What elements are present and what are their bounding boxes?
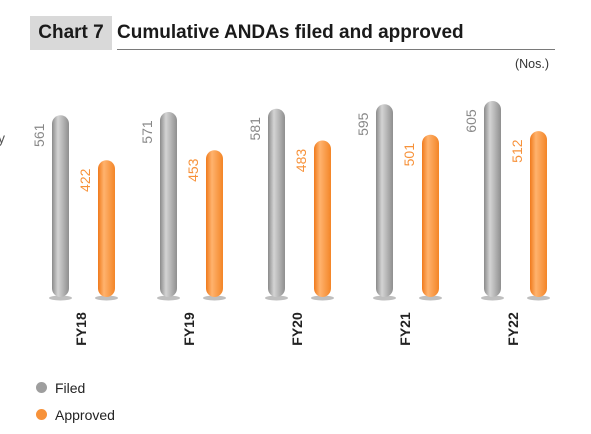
legend-label-filed: Filed	[55, 379, 86, 396]
bar-approved-fy19	[206, 150, 223, 297]
bar-filed-fy19	[160, 112, 177, 297]
bar-approved-fy22	[530, 131, 547, 297]
bar-shadow	[203, 295, 226, 301]
category-label-fy21: FY21	[397, 312, 413, 346]
data-label-filed-fy22: 605	[463, 109, 479, 133]
category-label-fy20: FY20	[289, 312, 305, 346]
bar-approved-fy21	[422, 134, 439, 297]
bar-shadow	[419, 295, 442, 301]
bar-approved-fy18	[98, 160, 115, 297]
edge-text-fragment: y	[0, 130, 5, 146]
legend-item-filed: Filed	[36, 374, 115, 401]
legend-label-approved: Approved	[55, 406, 115, 423]
data-label-approved-fy18: 422	[77, 168, 93, 192]
bar-filed-fy22	[484, 101, 501, 297]
legend-item-approved: Approved	[36, 401, 115, 428]
bar-shadow	[373, 295, 396, 301]
unit-label: (Nos.)	[514, 57, 549, 71]
bar-shadow	[311, 295, 334, 301]
bar-shadow	[95, 295, 118, 301]
chart-title: Cumulative ANDAs filed and approved	[117, 22, 464, 43]
data-label-approved-fy20: 483	[293, 149, 309, 173]
category-label-fy18: FY18	[73, 312, 89, 346]
chart-number-label: Chart 7	[30, 16, 112, 50]
bar-shadow	[49, 295, 72, 301]
data-label-approved-fy19: 453	[185, 158, 201, 182]
bar-filed-fy18	[52, 115, 69, 297]
category-label-fy22: FY22	[505, 312, 521, 346]
bar-shadow	[157, 295, 180, 301]
data-label-filed-fy19: 571	[139, 120, 155, 144]
bar-filed-fy20	[268, 108, 285, 297]
title-underline	[117, 49, 555, 50]
data-label-approved-fy21: 501	[401, 143, 417, 167]
legend: Filed Approved	[36, 374, 115, 428]
category-label-fy19: FY19	[181, 312, 197, 346]
bar-filed-fy21	[376, 104, 393, 297]
data-label-filed-fy18: 561	[31, 123, 47, 147]
data-label-filed-fy20: 581	[247, 117, 263, 141]
bar-shadow	[481, 295, 504, 301]
legend-swatch-approved	[36, 409, 47, 420]
legend-swatch-filed	[36, 382, 47, 393]
bar-approved-fy20	[314, 140, 331, 297]
data-label-filed-fy21: 595	[355, 112, 371, 136]
bar-shadow	[265, 295, 288, 301]
data-label-approved-fy22: 512	[509, 139, 525, 163]
bar-shadow	[527, 295, 550, 301]
